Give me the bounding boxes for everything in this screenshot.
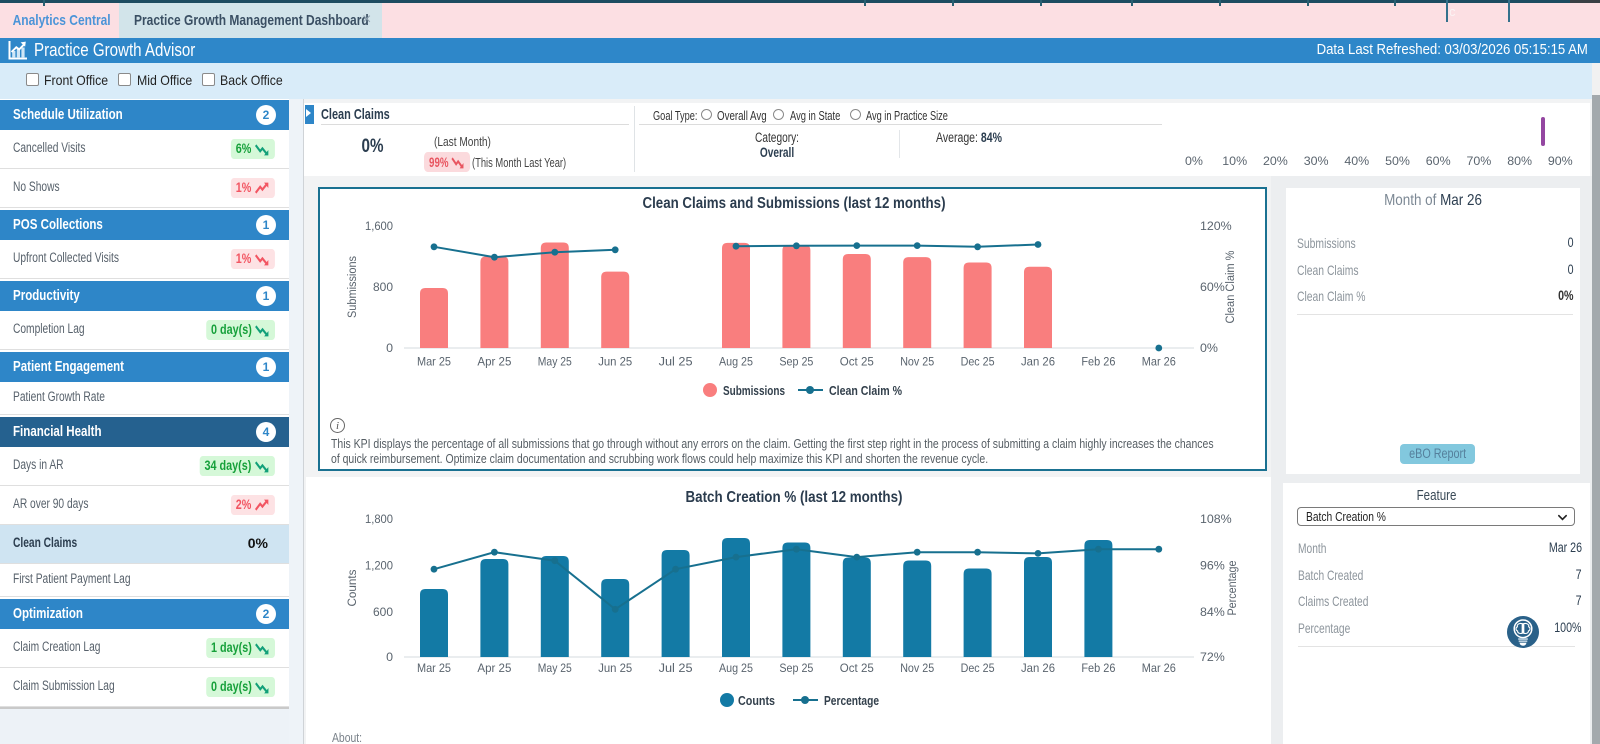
svg-text:Mar 25: Mar 25 [417, 355, 451, 369]
svg-text:May 25: May 25 [538, 661, 572, 675]
svg-text:Mar 26: Mar 26 [1142, 661, 1176, 675]
svg-text:Batch Creation % (last 12 mont: Batch Creation % (last 12 months) [686, 489, 903, 506]
svg-text:Apr 25: Apr 25 [477, 355, 511, 369]
svg-text:Feb 26: Feb 26 [1081, 355, 1115, 369]
svg-text:60%: 60% [1200, 280, 1225, 294]
svg-text:Mar 25: Mar 25 [417, 661, 451, 675]
svg-text:800: 800 [373, 280, 393, 294]
svg-text:Jan 26: Jan 26 [1021, 661, 1055, 675]
svg-text:1,200: 1,200 [365, 559, 393, 573]
svg-text:Clean Claim %: Clean Claim % [829, 383, 902, 398]
svg-text:Jun 25: Jun 25 [598, 661, 632, 675]
svg-text:Submissions: Submissions [723, 383, 785, 398]
svg-text:0%: 0% [1200, 341, 1218, 355]
svg-text:120%: 120% [1200, 219, 1232, 233]
svg-text:Counts: Counts [738, 693, 775, 708]
svg-text:Clean Claims and Submissions (: Clean Claims and Submissions (last 12 mo… [643, 195, 946, 212]
svg-text:Jun 25: Jun 25 [598, 355, 632, 369]
svg-text:Percentage: Percentage [824, 693, 879, 708]
svg-text:Oct 25: Oct 25 [840, 355, 874, 369]
svg-text:Aug 25: Aug 25 [719, 355, 753, 369]
svg-text:Percentage: Percentage [1225, 560, 1239, 615]
svg-text:0: 0 [386, 650, 393, 664]
svg-text:0: 0 [386, 341, 393, 355]
svg-text:Counts: Counts [345, 570, 359, 607]
svg-text:Jan 26: Jan 26 [1021, 355, 1055, 369]
svg-text:Nov 25: Nov 25 [900, 661, 934, 675]
svg-text:Dec 25: Dec 25 [961, 355, 995, 369]
svg-text:Sep 25: Sep 25 [779, 661, 813, 675]
svg-text:1,800: 1,800 [365, 512, 393, 526]
svg-text:Dec 25: Dec 25 [961, 661, 995, 675]
svg-text:Jul 25: Jul 25 [659, 661, 693, 675]
svg-text:72%: 72% [1200, 650, 1225, 664]
svg-text:Sep 25: Sep 25 [779, 355, 813, 369]
svg-text:Submissions: Submissions [345, 256, 359, 318]
svg-text:600: 600 [373, 605, 393, 619]
svg-text:May 25: May 25 [538, 355, 572, 369]
svg-text:Jul 25: Jul 25 [659, 355, 693, 369]
svg-text:Apr 25: Apr 25 [477, 661, 511, 675]
svg-text:Nov 25: Nov 25 [900, 355, 934, 369]
svg-text:84%: 84% [1200, 605, 1225, 619]
svg-text:Oct 25: Oct 25 [840, 661, 874, 675]
svg-text:108%: 108% [1200, 512, 1232, 526]
svg-text:1,600: 1,600 [365, 219, 393, 233]
svg-text:Mar 26: Mar 26 [1142, 355, 1176, 369]
svg-text:Feb 26: Feb 26 [1081, 661, 1115, 675]
svg-text:Clean Claim %: Clean Claim % [1223, 251, 1237, 324]
svg-text:96%: 96% [1200, 559, 1225, 573]
svg-text:Aug 25: Aug 25 [719, 661, 753, 675]
